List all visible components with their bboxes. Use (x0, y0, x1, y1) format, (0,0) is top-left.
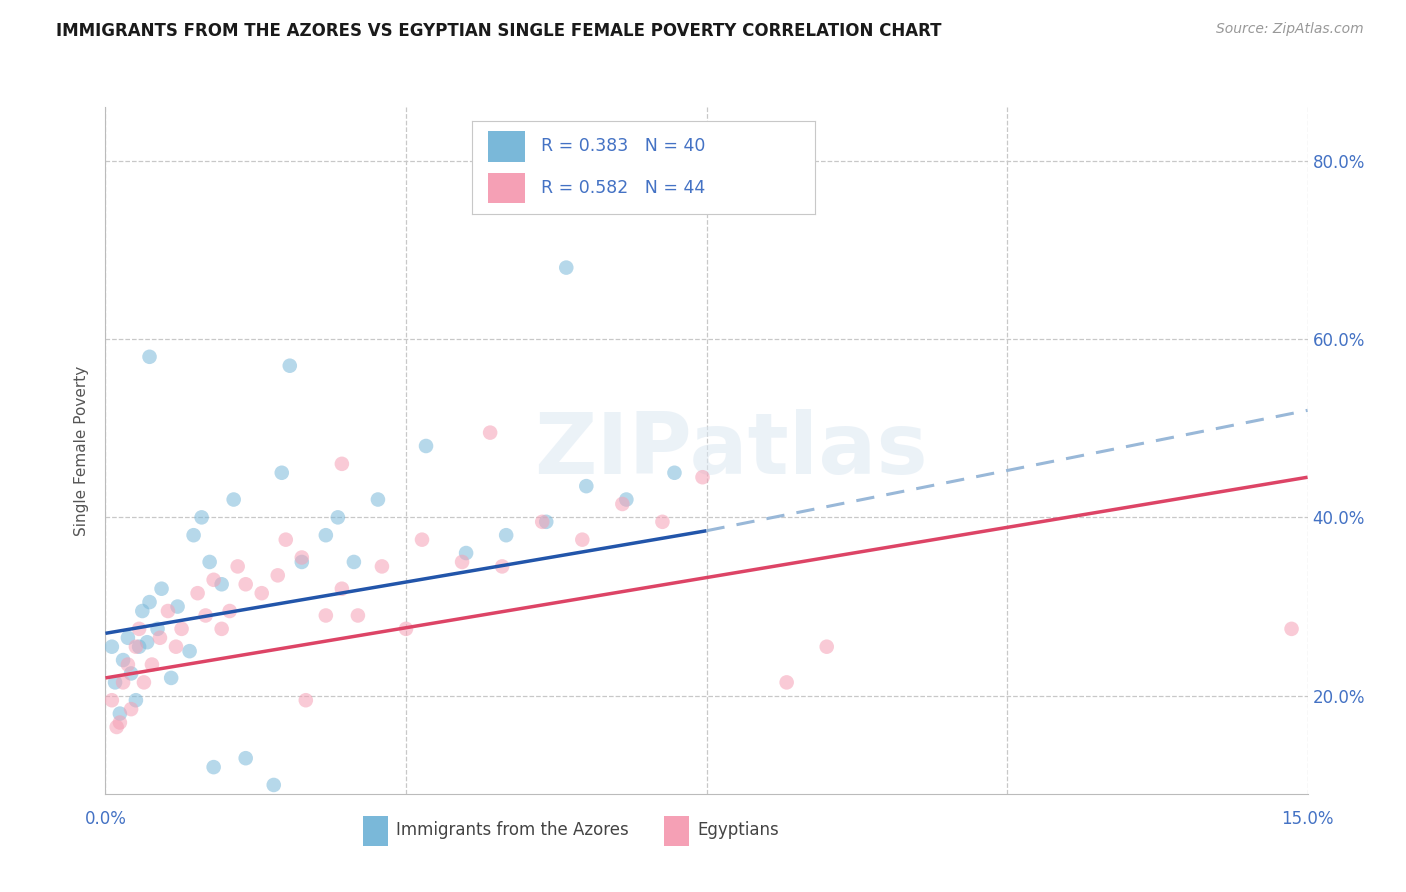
Point (120, 666, 142, 681)
Point (138, 350, 160, 364)
Point (170, 622, 193, 636)
Point (132, 675, 155, 690)
Point (692, 470, 714, 484)
Point (367, 492, 389, 507)
Point (125, 640, 148, 654)
Point (112, 675, 135, 690)
Point (612, 497, 634, 511)
Point (263, 778, 285, 792)
Point (343, 555, 366, 569)
Point (267, 568, 290, 582)
Point (218, 604, 240, 618)
Point (128, 640, 150, 654)
Point (330, 457, 353, 471)
Point (136, 635, 159, 649)
Point (190, 510, 212, 524)
Point (815, 640, 838, 654)
Point (315, 528, 337, 542)
Bar (488, 173, 526, 203)
Point (131, 604, 153, 618)
Text: IMMIGRANTS FROM THE AZORES VS EGYPTIAN SINGLE FEMALE POVERTY CORRELATION CHART: IMMIGRANTS FROM THE AZORES VS EGYPTIAN S… (56, 22, 942, 40)
Point (160, 671, 183, 685)
Point (411, 533, 433, 547)
Point (150, 582, 173, 596)
Point (179, 644, 201, 658)
Point (235, 751, 257, 765)
Point (101, 640, 124, 654)
Point (235, 577, 257, 591)
Text: 15.0%: 15.0% (1281, 810, 1334, 828)
Point (112, 653, 135, 667)
Text: R = 0.582   N = 44: R = 0.582 N = 44 (541, 179, 704, 197)
Point (101, 693, 124, 707)
Point (149, 631, 172, 645)
Point (108, 706, 131, 721)
Point (250, 586, 273, 600)
Point (651, 515, 673, 529)
Point (295, 693, 318, 707)
Point (194, 608, 217, 623)
Point (202, 573, 225, 587)
Point (291, 550, 314, 565)
Point (291, 555, 314, 569)
Text: 0.0%: 0.0% (84, 810, 127, 828)
Point (315, 608, 337, 623)
Point (347, 608, 370, 623)
Point (1281, 622, 1303, 636)
Point (616, 492, 638, 507)
Bar (664, 816, 689, 846)
Point (166, 599, 188, 614)
Point (330, 582, 353, 596)
Y-axis label: Single Female Poverty: Single Female Poverty (75, 366, 90, 535)
Text: Source: ZipAtlas.com: Source: ZipAtlas.com (1216, 22, 1364, 37)
Point (571, 533, 593, 547)
Point (222, 492, 245, 507)
Point (479, 425, 502, 440)
Text: Egyptians: Egyptians (697, 821, 779, 839)
Point (105, 720, 128, 734)
Point (141, 657, 163, 672)
Point (495, 528, 517, 542)
Point (156, 604, 179, 618)
Point (270, 466, 292, 480)
Bar (363, 816, 388, 846)
Point (125, 693, 148, 707)
Point (211, 622, 233, 636)
Point (117, 631, 139, 645)
Point (326, 510, 349, 524)
Point (104, 675, 127, 690)
Point (187, 586, 209, 600)
Point (664, 466, 686, 480)
Point (120, 702, 142, 716)
Point (117, 657, 139, 672)
Point (202, 760, 225, 774)
Point (226, 559, 249, 574)
Bar (488, 131, 526, 161)
Point (395, 622, 418, 636)
Point (211, 577, 233, 591)
Point (531, 515, 554, 529)
Text: ZIPatlas: ZIPatlas (534, 409, 928, 492)
Point (415, 439, 437, 453)
Point (183, 528, 205, 542)
Point (371, 559, 394, 574)
Point (198, 555, 221, 569)
Point (146, 622, 169, 636)
Point (451, 555, 474, 569)
Point (534, 515, 557, 529)
Point (555, 260, 578, 275)
Point (278, 359, 301, 373)
Point (108, 715, 131, 730)
Point (128, 622, 150, 636)
Point (138, 595, 160, 609)
Point (456, 546, 478, 560)
Text: Immigrants from the Azores: Immigrants from the Azores (396, 821, 628, 839)
Point (776, 675, 799, 690)
Point (491, 559, 513, 574)
Text: R = 0.383   N = 40: R = 0.383 N = 40 (541, 137, 704, 155)
Point (165, 640, 187, 654)
Point (575, 479, 598, 493)
Point (274, 533, 297, 547)
